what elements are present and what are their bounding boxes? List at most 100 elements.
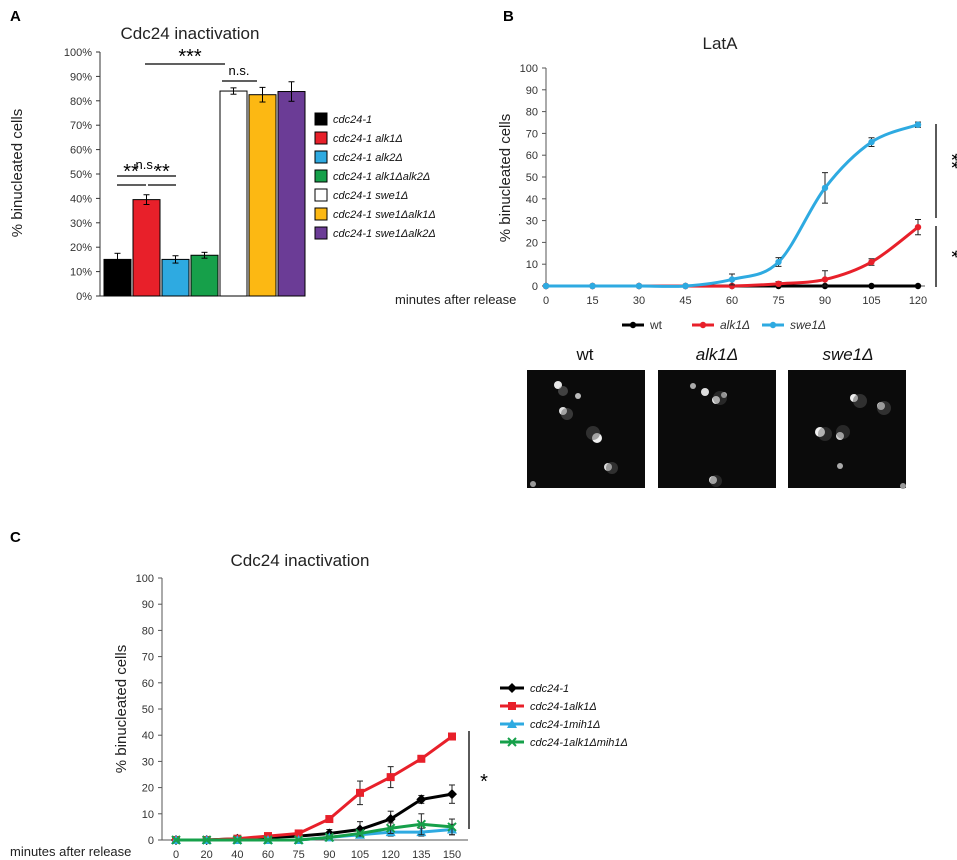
data-point bbox=[629, 321, 637, 329]
sig-label-ns-2: n.s. bbox=[229, 63, 250, 78]
legend-label: cdc24-1alk1Δ bbox=[530, 701, 597, 713]
legend-label: cdc24-1 swe1Δ bbox=[333, 190, 408, 202]
chart-b-ylabel: % binucleated cells bbox=[497, 114, 514, 242]
chartC-ytick: 50 bbox=[142, 704, 154, 716]
chart-a-ytick: 60% bbox=[70, 145, 92, 157]
bar-cdc24-1-swe1-alk2 bbox=[277, 91, 306, 297]
chartB-ytick: 70 bbox=[526, 128, 538, 140]
chartB-xtick: 120 bbox=[909, 295, 927, 307]
bar-cdc24-1-alk1 bbox=[132, 199, 161, 297]
series-line-cdc24-1alk1-mih1 bbox=[176, 822, 453, 842]
chart-a-ylabel: % binucleated cells bbox=[9, 109, 26, 237]
chartC-xtick: 60 bbox=[262, 849, 274, 860]
legend-swatch bbox=[314, 188, 328, 202]
data-point bbox=[201, 835, 212, 845]
data-point bbox=[171, 835, 181, 845]
legend-swatch bbox=[314, 150, 328, 164]
data-point bbox=[294, 829, 303, 838]
chartC-xtick: 90 bbox=[323, 849, 335, 860]
data-point bbox=[775, 280, 782, 288]
data-point bbox=[386, 773, 395, 782]
chart-a-title: Cdc24 inactivation bbox=[121, 24, 260, 43]
chartB-xtick: 45 bbox=[679, 295, 691, 307]
data-point bbox=[324, 832, 335, 843]
chartC-ytick: 100 bbox=[136, 573, 154, 585]
chart-a-ytick: 80% bbox=[70, 96, 92, 108]
chart-b-legend: wt alk1Δ swe1Δ bbox=[622, 318, 826, 332]
data-point bbox=[293, 835, 304, 845]
chartB-xtick: 90 bbox=[819, 295, 831, 307]
data-point bbox=[325, 815, 334, 824]
legend-swatch bbox=[314, 226, 328, 240]
data-point bbox=[447, 789, 457, 800]
data-point bbox=[507, 683, 517, 693]
data-point bbox=[263, 835, 273, 845]
chartB-ytick: 30 bbox=[526, 216, 538, 228]
chart-a-bar: Cdc24 inactivation % binucleated cells 0… bbox=[9, 24, 436, 303]
chart-c-ylabel: % binucleated cells bbox=[113, 645, 130, 773]
legend-label: cdc24-1 alk1Δalk2Δ bbox=[333, 171, 430, 183]
chart-a-ytick: 20% bbox=[70, 242, 92, 254]
data-point bbox=[699, 321, 707, 329]
micrograph-label-alk1: alk1Δ bbox=[696, 345, 739, 364]
chartC-xtick: 40 bbox=[231, 849, 243, 860]
chartC-ytick: 10 bbox=[142, 809, 154, 821]
chartC-ytick: 90 bbox=[142, 599, 154, 611]
sig-label-star-1: ** bbox=[123, 161, 139, 183]
chartC-xtick: 135 bbox=[412, 849, 430, 860]
chartB-ytick: 100 bbox=[520, 63, 538, 75]
micrograph-swe1 bbox=[788, 370, 906, 489]
chart-b-title: LatA bbox=[703, 34, 739, 53]
data-point bbox=[914, 121, 922, 128]
chartC-xtick: 20 bbox=[201, 849, 213, 860]
data-point bbox=[508, 702, 516, 710]
chartB-ytick: 50 bbox=[526, 172, 538, 184]
chart-b-xlabel: minutes after release bbox=[395, 292, 516, 307]
data-point bbox=[868, 138, 875, 146]
legend-label: wt bbox=[649, 318, 663, 332]
chart-a-ytick: 40% bbox=[70, 193, 92, 205]
data-point bbox=[775, 258, 782, 266]
legend-label: cdc24-1 swe1Δalk2Δ bbox=[333, 228, 436, 240]
data-point bbox=[821, 276, 829, 283]
bar-cdc24-1-swe1-alk1 bbox=[248, 94, 277, 297]
micrograph-label-wt: wt bbox=[576, 345, 594, 364]
data-point bbox=[385, 814, 396, 825]
chart-a-ytick: 90% bbox=[70, 71, 92, 83]
legend-label: cdc24-1mih1Δ bbox=[530, 719, 600, 731]
panel-label-a: A bbox=[10, 8, 21, 25]
chart-a-legend: cdc24-1 cdc24-1 alk1Δ cdc24-1 alk2Δ cdc24-1… bbox=[314, 112, 436, 240]
sig-label-star-3: *** bbox=[178, 46, 202, 68]
chartC-xtick: 105 bbox=[351, 849, 369, 860]
chartB-ytick: 0 bbox=[532, 281, 538, 293]
sig-label-c-1: * bbox=[480, 771, 488, 793]
data-point bbox=[914, 282, 922, 290]
legend-label: cdc24-1 bbox=[530, 683, 569, 695]
legend-swatch bbox=[314, 112, 328, 126]
legend-label: alk1Δ bbox=[720, 318, 750, 332]
chartC-xtick: 120 bbox=[381, 849, 399, 860]
chartB-ytick: 10 bbox=[526, 259, 538, 271]
chart-a-ytick: 10% bbox=[70, 267, 92, 279]
legend-label: cdc24-1 alk2Δ bbox=[333, 152, 403, 164]
bar-cdc24-1-alk1-alk2 bbox=[190, 254, 219, 297]
sig-label-b-2: * bbox=[940, 250, 957, 258]
data-point bbox=[385, 823, 396, 833]
data-point bbox=[447, 822, 457, 832]
chartB-xtick: 15 bbox=[586, 295, 598, 307]
legend-label: cdc24-1 bbox=[333, 114, 372, 126]
chart-a-ytick: 100% bbox=[64, 47, 92, 59]
chartB-ytick: 40 bbox=[526, 194, 538, 206]
data-point bbox=[682, 282, 689, 290]
data-point bbox=[417, 754, 426, 763]
chart-c-xlabel: minutes after release bbox=[10, 844, 131, 859]
chart-a-ytick: 70% bbox=[70, 120, 92, 132]
data-point bbox=[914, 223, 922, 231]
data-point bbox=[821, 184, 829, 192]
chartC-xtick: 0 bbox=[173, 849, 179, 860]
data-point bbox=[448, 732, 456, 741]
chartC-xtick: 75 bbox=[293, 849, 305, 860]
legend-label: cdc24-1 alk1Δ bbox=[333, 133, 403, 145]
chart-c-title: Cdc24 inactivation bbox=[231, 551, 370, 570]
data-point bbox=[355, 828, 365, 839]
